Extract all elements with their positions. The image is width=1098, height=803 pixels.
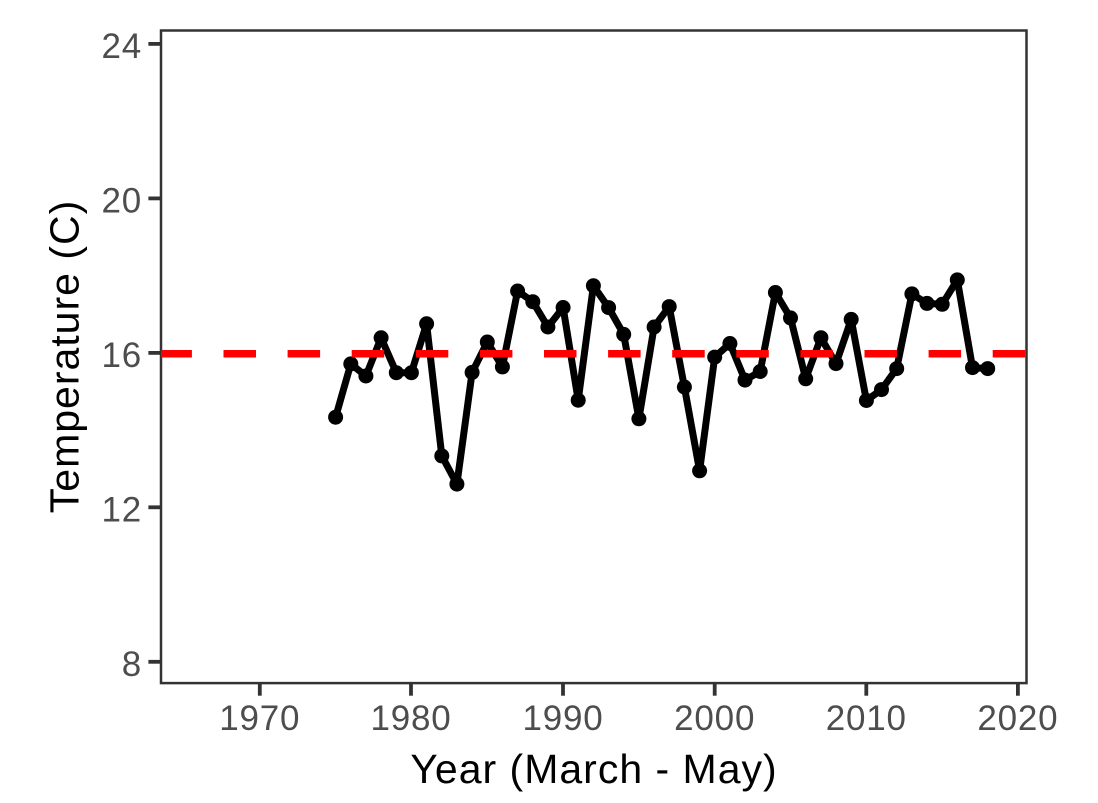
svg-text:2020: 2020 [977, 699, 1058, 738]
svg-text:24: 24 [101, 27, 142, 66]
svg-text:1980: 1980 [370, 699, 451, 738]
svg-text:2000: 2000 [674, 699, 755, 738]
svg-text:20: 20 [101, 181, 142, 220]
svg-text:12: 12 [101, 490, 142, 529]
svg-text:1990: 1990 [522, 699, 603, 738]
svg-text:Year (March - May): Year (March - May) [410, 746, 777, 792]
svg-text:Temperature (C): Temperature (C) [42, 200, 88, 513]
svg-text:1970: 1970 [219, 699, 300, 738]
svg-text:8: 8 [122, 645, 142, 684]
svg-text:2010: 2010 [826, 699, 907, 738]
svg-text:16: 16 [101, 336, 142, 375]
